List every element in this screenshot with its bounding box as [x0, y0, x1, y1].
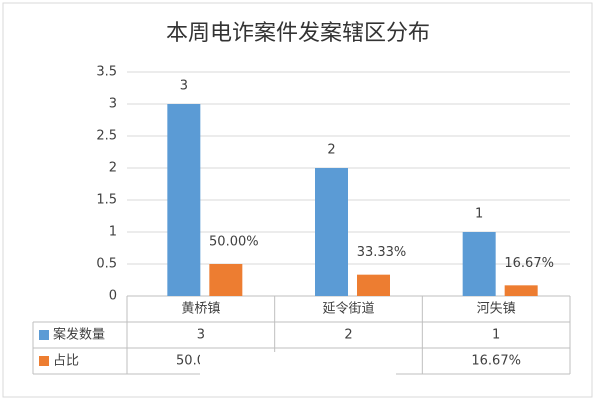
table-cell: 2	[344, 328, 352, 343]
obscured-area	[200, 352, 396, 396]
data-label: 33.33%	[357, 245, 407, 260]
bar	[209, 264, 243, 296]
chart-title: 本周电诈案件发案辖区分布	[166, 21, 430, 46]
data-label: 16.67%	[504, 256, 554, 271]
y-tick-label: 3.5	[96, 65, 117, 80]
x-tick-label: 黄桥镇	[181, 302, 220, 317]
y-tick-label: 3	[109, 97, 117, 112]
y-tick-label: 0	[109, 289, 117, 304]
bar	[167, 104, 201, 296]
table-cell: 16.67%	[471, 354, 521, 369]
y-tick-label: 2.5	[96, 129, 117, 144]
x-tick-label: 延令街道	[322, 302, 374, 317]
data-label: 50.00%	[209, 235, 259, 250]
data-label: 3	[180, 79, 188, 94]
bar	[315, 168, 348, 296]
legend-swatch	[39, 330, 49, 340]
table-cell: 3	[197, 328, 205, 343]
table-cell: 1	[492, 328, 500, 343]
y-tick-label: 1	[109, 225, 117, 240]
x-tick-label: 河失镇	[477, 302, 516, 317]
data-label: 1	[475, 207, 483, 222]
bar	[357, 274, 390, 296]
data-label: 2	[327, 143, 335, 158]
y-tick-label: 1.5	[96, 193, 117, 208]
legend-label: 占比	[53, 354, 79, 369]
bar	[504, 285, 538, 296]
legend-swatch	[39, 356, 49, 366]
legend-label: 案发数量	[53, 327, 105, 343]
bar	[462, 232, 496, 296]
y-tick-label: 2	[109, 161, 117, 176]
y-tick-label: 0.5	[96, 257, 117, 272]
